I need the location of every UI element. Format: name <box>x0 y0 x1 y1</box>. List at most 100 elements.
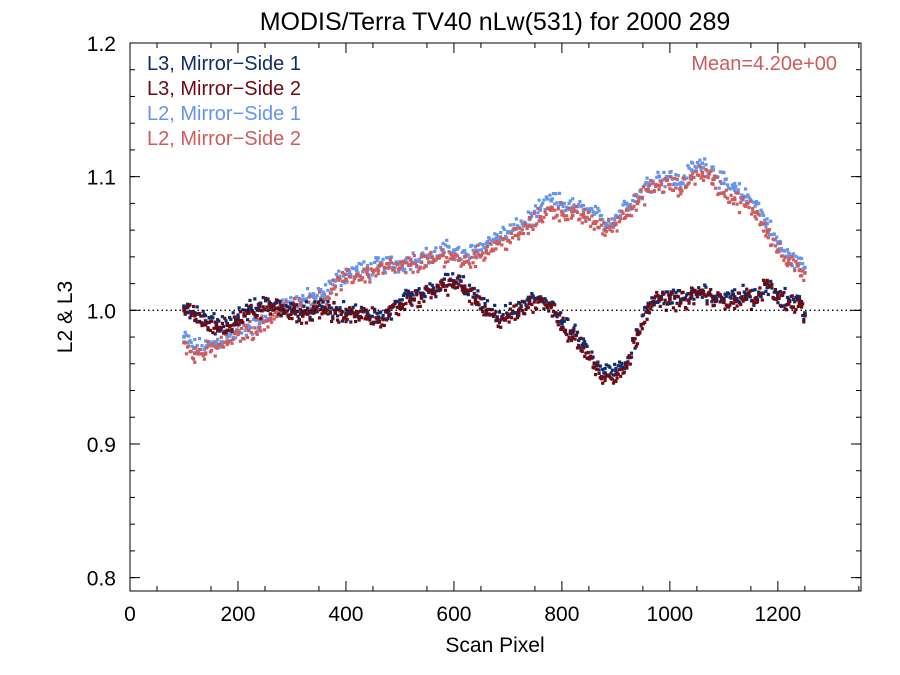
scatter-point <box>658 179 662 183</box>
scatter-point <box>483 256 487 260</box>
scatter-point <box>562 201 566 205</box>
scatter-point <box>651 301 655 305</box>
scatter-point <box>295 295 299 299</box>
scatter-point <box>707 172 712 176</box>
scatter-point <box>413 262 418 266</box>
scatter-point <box>675 177 679 182</box>
scatter-point <box>620 361 624 365</box>
scatter-point <box>619 374 623 378</box>
scatter-point <box>240 326 244 330</box>
y-tick-label: 1.0 <box>87 300 116 323</box>
scatter-point <box>716 291 720 295</box>
data-point <box>311 311 316 315</box>
scatter-point <box>484 313 488 317</box>
scatter-point <box>212 312 216 316</box>
data-point <box>614 368 618 373</box>
scatter-point <box>421 253 425 257</box>
scatter-point <box>629 214 634 218</box>
scatter-point <box>319 298 323 302</box>
scatter-point <box>505 236 509 240</box>
scatter-point <box>508 241 512 245</box>
scatter-point <box>277 312 281 316</box>
scatter-point <box>793 300 797 304</box>
scatter-point <box>463 248 467 253</box>
scatter-point <box>701 178 706 182</box>
scatter-point <box>557 313 562 317</box>
scatter-point <box>673 182 677 186</box>
scatter-point <box>331 314 335 318</box>
scatter-point <box>718 170 722 174</box>
scatter-point <box>785 295 790 299</box>
scatter-point <box>319 296 323 300</box>
scatter-point <box>503 304 508 308</box>
scatter-point <box>802 320 806 324</box>
scatter-point <box>249 303 253 307</box>
scatter-point <box>193 337 197 342</box>
data-point <box>506 315 510 319</box>
scatter-point <box>324 283 328 287</box>
scatter-point <box>601 232 605 236</box>
scatter-point <box>436 284 440 288</box>
scatter-point <box>493 232 497 236</box>
y-tick-label: 1.2 <box>87 33 116 56</box>
scatter-point <box>217 319 221 323</box>
scatter-point <box>758 286 762 290</box>
scatter-point <box>794 308 798 312</box>
scatter-point <box>671 306 676 310</box>
scatter-point <box>740 193 744 197</box>
scatter-point <box>381 318 385 322</box>
scatter-point <box>663 300 667 304</box>
scatter-point <box>470 302 474 306</box>
scatter-point <box>222 331 226 335</box>
data-point <box>581 345 586 350</box>
scatter-point <box>514 311 518 315</box>
scatter-point <box>645 307 649 312</box>
scatter-point <box>704 285 708 289</box>
scatter-point <box>398 298 402 302</box>
scatter-point <box>634 344 638 348</box>
data-point <box>765 279 769 283</box>
scatter-point <box>599 223 604 227</box>
scatter-point <box>458 278 462 282</box>
scatter-point <box>511 309 515 313</box>
scatter-point <box>580 349 584 353</box>
scatter-point <box>676 194 680 198</box>
scatter-point <box>325 302 329 307</box>
scatter-point <box>784 308 788 312</box>
scatter-point <box>737 211 742 215</box>
scatter-point <box>788 252 792 256</box>
scatter-point <box>186 340 190 344</box>
scatter-point <box>211 342 215 346</box>
scatter-point <box>701 165 706 170</box>
scatter-point <box>521 300 526 304</box>
scatter-point <box>509 231 514 235</box>
scatter-point <box>747 205 751 210</box>
scatter-point <box>601 381 605 385</box>
scatter-point <box>380 263 384 267</box>
scatter-point <box>201 314 205 318</box>
scatter-point <box>659 181 664 185</box>
scatter-point <box>479 297 484 301</box>
scatter-point <box>243 324 247 328</box>
data-point <box>344 277 348 282</box>
scatter-point <box>760 210 764 215</box>
scatter-point <box>665 290 670 294</box>
scatter-point <box>452 284 456 288</box>
scatter-point <box>342 300 346 304</box>
data-point <box>711 297 715 302</box>
scatter-point <box>195 305 199 309</box>
data-point <box>657 174 661 179</box>
data-point <box>408 297 413 302</box>
scatter-point <box>252 336 256 340</box>
scatter-point <box>503 318 508 322</box>
scatter-point <box>545 306 550 310</box>
scatter-point <box>266 308 270 312</box>
scatter-point <box>793 267 797 271</box>
scatter-point <box>783 255 787 259</box>
x-axis-label: Scan Pixel <box>445 634 544 657</box>
scatter-point <box>785 264 790 268</box>
data-point <box>743 295 748 299</box>
data-point <box>797 261 802 266</box>
scatter-point <box>213 320 217 324</box>
scatter-point <box>782 290 786 295</box>
